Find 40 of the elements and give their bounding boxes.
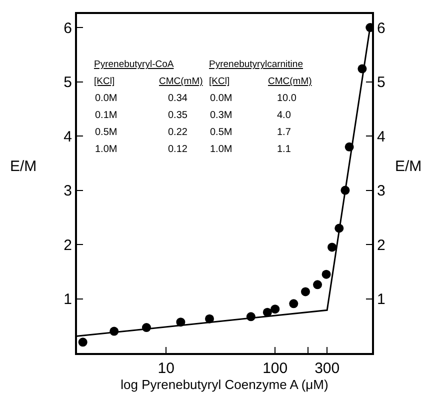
annotation: 0.1M (95, 110, 118, 121)
y-tick-label: 1 (64, 291, 72, 308)
annotation: 0.34 (168, 93, 188, 104)
annotation: 0.22 (168, 127, 188, 138)
y-tick-label: 4 (64, 128, 72, 146)
annotation: Pyrenebutyrylcarnitine (209, 59, 303, 70)
x-tick-label: 100 (262, 360, 288, 377)
annotation: 10.0 (277, 93, 297, 104)
y-tick-label: 3 (64, 182, 72, 200)
annotation: 0.0M (210, 93, 232, 104)
y2-tick-label: 3 (377, 182, 386, 200)
annotation: [KCl] (94, 76, 115, 87)
y-axis-title: E/M (10, 158, 37, 175)
annotation: 0.3M (210, 110, 232, 121)
annotation: [KCl] (209, 76, 230, 87)
y-tick-label: 2 (64, 236, 72, 254)
annotation: 1.1 (277, 144, 292, 155)
annotation: 0.12 (168, 144, 188, 155)
annotation: 4.0 (277, 110, 292, 121)
y-tick-label: 5 (64, 74, 72, 92)
y2-tick-label: 1 (377, 291, 386, 308)
annotation: CMC(mM) (268, 76, 312, 87)
annotation: 1.0M (210, 144, 232, 155)
y2-tick-label: 4 (377, 128, 386, 146)
annotation: CMC(mM) (159, 76, 203, 87)
annotation: 1.0M (95, 144, 118, 155)
annotation: 0.35 (168, 110, 188, 121)
y2-tick-label: 5 (377, 74, 386, 92)
annotation: 0.0M (95, 93, 118, 104)
x-tick-label: 10 (158, 360, 174, 377)
y2-tick-label: 2 (377, 236, 386, 254)
y-tick-label: 6 (64, 20, 72, 37)
y2-tick-label: 6 (377, 20, 386, 37)
x-axis-title: log Pyrenebutyryl Coenzyme A (μM) (120, 377, 328, 392)
y2-axis-title: E/M (395, 158, 422, 175)
x-tick-label: 300 (314, 360, 340, 377)
annotation: 0.5M (210, 127, 232, 138)
annotation: 0.5M (95, 127, 118, 138)
annotation: 1.7 (277, 127, 292, 138)
annotation: Pyrenebutyryl-CoA (94, 59, 174, 70)
